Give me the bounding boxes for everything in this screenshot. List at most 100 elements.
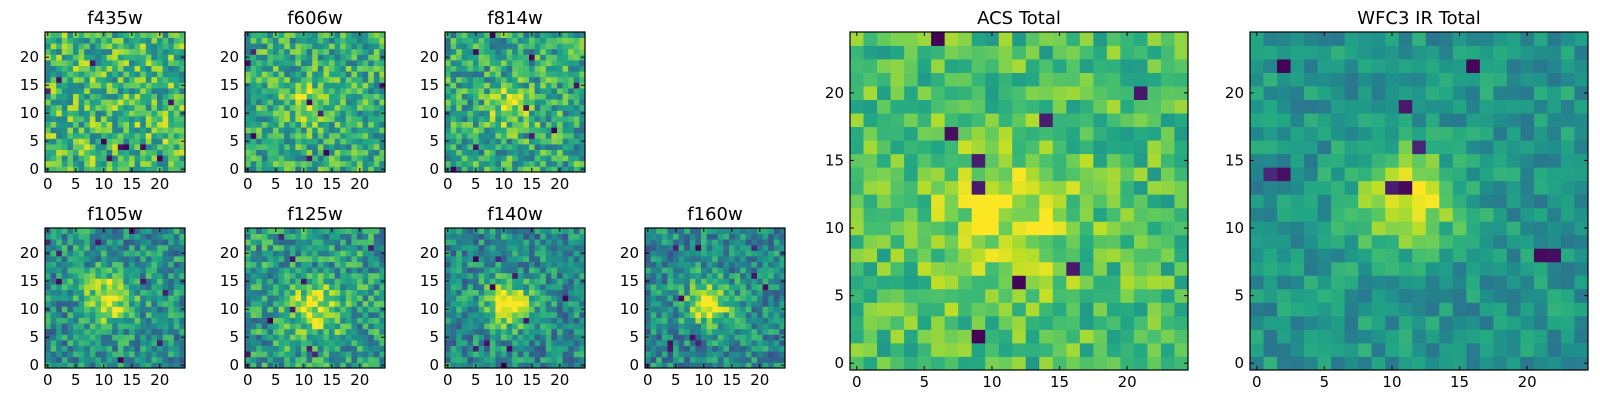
- heatmap-cell: [445, 351, 451, 358]
- heatmap-cell: [484, 43, 491, 50]
- heatmap-cell: [123, 43, 130, 50]
- heatmap-cell: [757, 312, 763, 318]
- heatmap-cell: [779, 295, 786, 302]
- heatmap-cell: [757, 250, 763, 257]
- heatmap-cell: [168, 289, 175, 296]
- heatmap-cell: [267, 272, 274, 279]
- heatmap-cell: [517, 144, 524, 150]
- heatmap-cell: [117, 93, 124, 100]
- heatmap-cell: [645, 300, 651, 307]
- heatmap-cell: [301, 37, 307, 44]
- heatmap-cell: [512, 239, 519, 246]
- heatmap-cell: [261, 65, 268, 72]
- heatmap-cell: [958, 207, 973, 222]
- heatmap-cell: [278, 127, 285, 134]
- heatmap-cell: [501, 295, 507, 302]
- heatmap-cell: [306, 351, 313, 358]
- heatmap-cell: [706, 306, 713, 313]
- heatmap-cell: [168, 43, 175, 50]
- heatmap-cell: [179, 345, 186, 352]
- heatmap-cell: [84, 289, 91, 296]
- heatmap-cell: [706, 250, 713, 257]
- heatmap-cell: [661, 362, 668, 369]
- heatmap-cell: [373, 356, 380, 363]
- heatmap-cell: [84, 99, 91, 106]
- heatmap-cell: [495, 345, 502, 352]
- heatmap-cell: [461, 300, 468, 307]
- heatmap-cell: [517, 104, 524, 111]
- heatmap-cell: [373, 284, 380, 290]
- heatmap-cell: [168, 166, 175, 173]
- heatmap-cell: [568, 43, 575, 50]
- heatmap-cell: [117, 82, 124, 89]
- heatmap-cell: [362, 228, 369, 234]
- heatmap-cell: [61, 76, 68, 83]
- heatmap-cell: [50, 267, 57, 274]
- heatmap-cell: [362, 289, 369, 296]
- heatmap-cell: [129, 261, 135, 268]
- heatmap-cell: [129, 155, 135, 162]
- heatmap-cell: [45, 244, 51, 251]
- heatmap-cell: [179, 132, 186, 139]
- heatmap-cell: [329, 82, 335, 89]
- heatmap-cell: [495, 233, 502, 240]
- heatmap-cell: [484, 60, 491, 66]
- heatmap-cell: [656, 351, 663, 358]
- heatmap-cell: [134, 351, 141, 358]
- heatmap-cell: [50, 244, 57, 251]
- heatmap-cell: [762, 356, 769, 363]
- heatmap-cell: [334, 362, 341, 369]
- heatmap-cell: [168, 48, 175, 55]
- heatmap-cell: [261, 328, 268, 335]
- heatmap-cell: [779, 239, 786, 246]
- heatmap-cell: [562, 54, 569, 61]
- heatmap-cell: [484, 256, 491, 262]
- heatmap-cell: [112, 362, 119, 369]
- heatmap-cell: [278, 267, 285, 274]
- heatmap-cell: [656, 345, 663, 352]
- heatmap-cell: [101, 43, 107, 50]
- heatmap-cell: [357, 60, 363, 66]
- y-tick-label: 5: [629, 328, 639, 346]
- heatmap-cell: [306, 340, 313, 346]
- heatmap-cell: [334, 351, 341, 358]
- heatmap-cell: [89, 48, 96, 55]
- heatmap-cell: [101, 138, 107, 145]
- heatmap-cell: [656, 278, 663, 285]
- heatmap-cell: [723, 334, 730, 341]
- heatmap-cell: [944, 261, 959, 276]
- heatmap-cell: [684, 228, 691, 234]
- heatmap-cell: [751, 278, 758, 285]
- heatmap-cell: [484, 121, 491, 128]
- heatmap-cell: [684, 244, 691, 251]
- heatmap-cell: [1066, 329, 1081, 344]
- heatmap-cell: [73, 328, 79, 335]
- heatmap-cell: [445, 155, 451, 162]
- heatmap-cell: [256, 127, 263, 134]
- x-tick-label: 10: [494, 175, 513, 193]
- heatmap-cell: [1147, 180, 1162, 195]
- heatmap-cell: [106, 284, 113, 290]
- heatmap-cell: [56, 138, 63, 145]
- heatmap-cell: [306, 60, 313, 66]
- heatmap-cell: [245, 312, 251, 318]
- heatmap-cell: [557, 250, 563, 257]
- heatmap-cell: [917, 207, 932, 222]
- heatmap-cell: [67, 76, 74, 83]
- heatmap-cell: [306, 317, 313, 324]
- heatmap-cell: [357, 82, 363, 89]
- heatmap-cell: [877, 153, 891, 168]
- heatmap-cell: [168, 356, 175, 363]
- heatmap-cell: [157, 289, 163, 296]
- heatmap-cell: [323, 76, 330, 83]
- heatmap-cell: [877, 248, 891, 263]
- heatmap-cell: [61, 239, 68, 246]
- heatmap-cell: [317, 256, 324, 262]
- heatmap-cell: [573, 289, 580, 296]
- heatmap-cell: [106, 48, 113, 55]
- heatmap-cell: [445, 284, 451, 290]
- heatmap-cell: [295, 32, 302, 38]
- heatmap-cell: [323, 138, 330, 145]
- heatmap-cell: [284, 37, 291, 44]
- heatmap-cell: [267, 93, 274, 100]
